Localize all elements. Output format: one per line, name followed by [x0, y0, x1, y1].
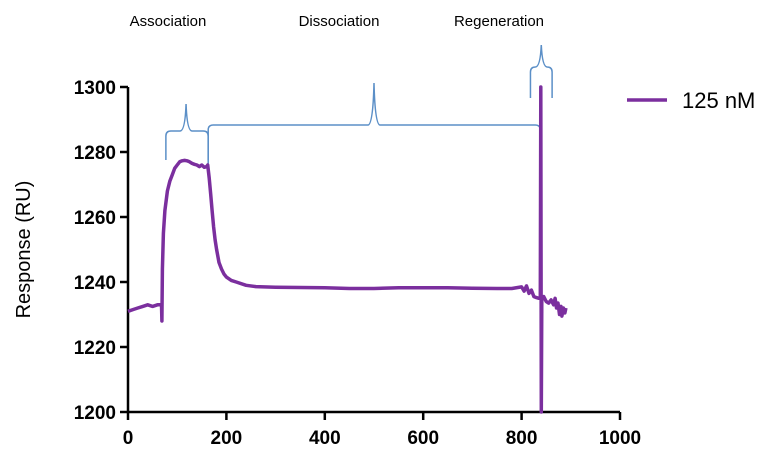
x-tick-label: 200 [211, 428, 243, 449]
series-layer [127, 85, 568, 414]
x-tick-label: 1000 [599, 428, 641, 449]
annotation-bracket-regeneration [529, 44, 553, 98]
x-tick-label: 400 [309, 428, 341, 449]
x-tick-label: 800 [506, 428, 538, 449]
legend-label: 125 nM [682, 88, 755, 113]
y-tick-label: 1280 [74, 143, 116, 164]
annotation-label-association: Association [130, 13, 207, 30]
axes-layer: 1200 1220 1240 1260 1280 1300 0 200 400 600 800 100… [13, 78, 641, 449]
y-tick-label: 1300 [74, 78, 116, 99]
legend: 125 nM [627, 88, 755, 113]
series-line-0 [127, 85, 568, 414]
y-tick-label: 1200 [74, 403, 116, 424]
annotation-bracket-association [165, 103, 209, 160]
y-axis-title: Response (RU) [13, 181, 35, 319]
annotations-layer: Association Dissociation Regeneration [130, 13, 553, 168]
x-tick-label: 0 [123, 428, 134, 449]
y-tick-label: 1220 [74, 338, 116, 359]
x-tick-label: 600 [407, 428, 439, 449]
y-tick-label: 1260 [74, 208, 116, 229]
y-tick-label: 1240 [74, 273, 116, 294]
annotation-bracket-dissociation [207, 82, 542, 168]
annotation-label-regeneration: Regeneration [454, 13, 544, 30]
annotation-label-dissociation: Dissociation [299, 13, 380, 30]
